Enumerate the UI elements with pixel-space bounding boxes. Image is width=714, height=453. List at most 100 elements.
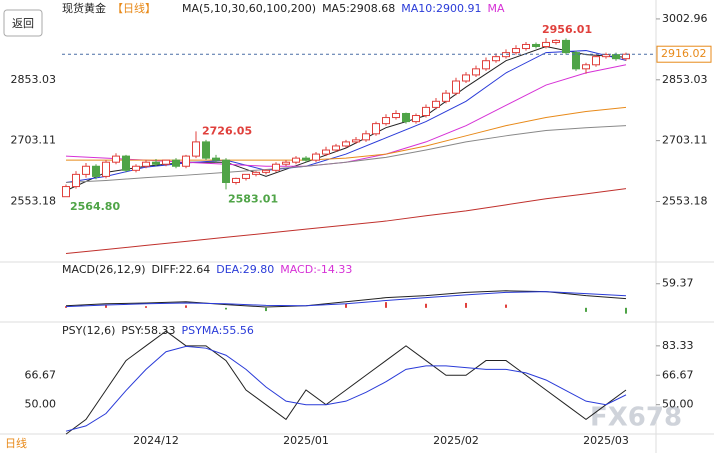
candle-body: [242, 173, 250, 179]
extreme-label: 2726.05: [202, 124, 252, 137]
y-tick-label: 2553.18: [662, 195, 708, 208]
watermark: FX678: [590, 403, 682, 433]
indicator-line: [66, 106, 627, 161]
candle-body: [92, 165, 100, 177]
macd-bar: [505, 304, 507, 308]
y-tick-label: 66.67: [662, 368, 694, 381]
macd-bar: [625, 307, 627, 314]
candle-body: [292, 157, 300, 163]
candle-body: [422, 106, 430, 117]
candle-body: [492, 56, 500, 62]
y-tick-label: 59.37: [662, 277, 694, 290]
candle-body: [232, 177, 240, 183]
macd-bar: [265, 307, 267, 312]
macd-bar: [185, 305, 187, 308]
legend-entry: PSY:58.33: [121, 324, 175, 337]
x-tick-label: 2025/02: [433, 434, 479, 447]
candle-body: [172, 159, 180, 167]
macd-bar: [425, 303, 427, 308]
candle-body: [602, 54, 610, 58]
candle-body: [192, 141, 200, 157]
candle-body: [352, 139, 360, 143]
legend-entry: MA(5,10,30,60,100,200): [182, 2, 316, 15]
y-tick-label: 3002.96: [662, 12, 708, 25]
candle-body: [512, 48, 520, 54]
back-button-frame[interactable]: [3, 9, 43, 37]
candle-body: [442, 92, 450, 102]
candle-body: [572, 52, 580, 70]
candle-body: [392, 112, 400, 119]
candle-body: [472, 68, 480, 76]
legend-entry: PSY(12,6): [62, 324, 115, 337]
macd-bar: [145, 306, 147, 308]
extreme-label: 2564.80: [70, 200, 120, 213]
candle-body: [322, 149, 330, 155]
y-tick-label: 2703.11: [662, 134, 708, 147]
extreme-label: 2956.01: [542, 23, 592, 36]
macd-bar: [585, 307, 587, 312]
candle-body: [112, 155, 120, 163]
last-price-box: [656, 45, 712, 63]
macd-bar: [105, 305, 107, 308]
instrument-title: 现货黄金: [62, 1, 106, 15]
candle-body: [622, 53, 630, 60]
candle-body: [272, 163, 280, 171]
indicator-line: [65, 125, 627, 183]
macd-bar: [465, 302, 467, 308]
macd-bar: [225, 307, 227, 310]
candle-body: [152, 161, 160, 165]
candle-body: [432, 100, 440, 108]
indicator-line: [65, 188, 627, 255]
candle-body: [452, 80, 460, 94]
x-tick-label: 2025/03: [583, 434, 629, 447]
candle-body: [522, 43, 530, 50]
macd-bar: [385, 302, 387, 308]
candle-body: [202, 141, 210, 159]
candle-body: [362, 133, 370, 141]
candle-body: [372, 123, 380, 135]
footer-period[interactable]: 日线: [5, 436, 27, 450]
candle-body: [162, 159, 170, 165]
last-price-label: 2916.02: [661, 47, 707, 60]
legend-entry: MACD:-14.33: [280, 263, 352, 276]
candle-body: [312, 153, 320, 161]
candle-body: [332, 145, 340, 151]
back-button-label[interactable]: 返回: [12, 17, 34, 30]
candle-body: [72, 173, 80, 188]
x-tick-label: 2025/01: [283, 434, 329, 447]
candle-body: [542, 41, 550, 48]
y-tick-label-left: 50.00: [25, 398, 57, 411]
y-tick-label-left: 66.67: [25, 368, 57, 381]
candle-body: [302, 157, 310, 161]
legend-entry: MA10:2900.91: [401, 2, 481, 15]
candle-body: [262, 169, 270, 173]
y-tick-label-left: 2853.03: [11, 73, 57, 86]
candle-body: [562, 39, 570, 54]
macd-bar: [345, 303, 347, 308]
legend-entry: DIFF:22.64: [152, 263, 211, 276]
indicator-line: [65, 345, 627, 432]
candle-body: [252, 171, 260, 175]
candle-body: [552, 39, 560, 43]
indicator-line: [65, 290, 627, 308]
legend-entry: MA: [488, 2, 505, 15]
candle-body: [412, 115, 420, 123]
y-tick-label: 83.33: [662, 339, 694, 352]
y-tick-label: 50.00: [662, 398, 694, 411]
y-tick-label-left: 2553.18: [11, 195, 57, 208]
back-button[interactable]: 返回: [3, 9, 43, 37]
legend-entry: MACD(26,12,9): [62, 263, 146, 276]
candle-body: [532, 43, 540, 48]
candle-body: [612, 54, 620, 60]
candle-body: [382, 117, 390, 125]
indicator-line: [65, 291, 627, 308]
x-tick-label: 2024/12: [133, 434, 179, 447]
indicator-line: [65, 50, 627, 183]
y-tick-label-left: 2703.11: [11, 134, 57, 147]
candle-body: [182, 155, 190, 167]
candle-body: [212, 157, 220, 161]
extreme-label: 2583.01: [228, 192, 278, 205]
y-tick-label: 2853.03: [662, 73, 708, 86]
